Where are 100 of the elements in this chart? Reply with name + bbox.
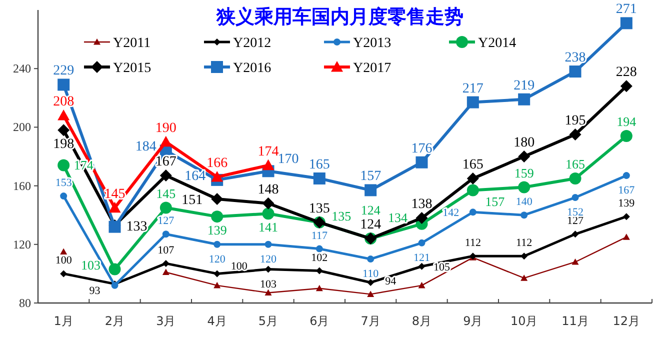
x-tick-label: 1月: [54, 314, 74, 328]
data-label: 180: [514, 136, 535, 150]
point: [108, 202, 121, 213]
data-label: 124: [360, 202, 381, 218]
point: [518, 181, 530, 194]
data-label: 135: [308, 201, 330, 216]
data-label: 135: [332, 208, 352, 224]
point: [60, 270, 68, 278]
point: [569, 128, 582, 141]
point: [367, 278, 374, 286]
y-tick-label: 80: [19, 296, 31, 310]
x-tick-label: 5月: [258, 314, 278, 328]
point: [418, 262, 426, 270]
point: [622, 213, 630, 220]
data-label: 176: [411, 141, 432, 156]
point: [466, 184, 479, 196]
data-label: 217: [462, 81, 484, 96]
data-label: 165: [308, 157, 330, 172]
point: [160, 136, 172, 147]
point: [518, 150, 530, 162]
data-label: 127: [567, 215, 584, 228]
data-label: 103: [260, 278, 277, 290]
point: [160, 170, 172, 182]
point: [214, 240, 221, 248]
y-tick-label: 160: [13, 178, 31, 193]
data-label: 164: [184, 168, 206, 184]
data-label: 166: [206, 156, 228, 172]
data-label: 167: [618, 184, 636, 197]
data-label: 103: [81, 257, 100, 272]
data-label: 100: [55, 254, 72, 267]
y-tick-label: 240: [13, 62, 31, 76]
data-label: 139: [618, 198, 636, 210]
point: [620, 17, 632, 30]
point: [58, 109, 70, 120]
data-label: 165: [462, 157, 484, 172]
point: [520, 212, 528, 219]
point: [520, 252, 528, 260]
data-label: 141: [258, 220, 278, 235]
point: [60, 248, 68, 255]
point: [214, 282, 221, 288]
point: [569, 66, 582, 78]
data-label: 134: [388, 210, 408, 225]
data-label: 124: [360, 218, 382, 233]
data-label: 107: [158, 244, 175, 256]
point: [264, 240, 272, 248]
point: [572, 194, 579, 202]
point: [58, 78, 70, 91]
data-label: 194: [616, 114, 637, 129]
point: [108, 263, 121, 276]
point: [622, 234, 630, 240]
x-tick-label: 6月: [310, 314, 330, 328]
legend-label: Y2012: [233, 36, 272, 51]
point: [162, 260, 170, 267]
point: [211, 192, 224, 205]
point: [572, 230, 579, 238]
y-tick-label: 120: [13, 237, 31, 252]
point: [162, 230, 170, 238]
data-label: 228: [616, 65, 637, 80]
point: [518, 93, 530, 106]
point: [466, 172, 479, 184]
data-label: 219: [514, 78, 535, 94]
x-tick-label: 10月: [510, 314, 538, 328]
legend-label: Y2013: [353, 36, 392, 51]
point: [620, 130, 632, 142]
point: [416, 156, 428, 168]
legend-label: Y2016: [233, 61, 272, 76]
data-label: 139: [207, 222, 227, 238]
point: [262, 197, 274, 210]
data-label: 112: [516, 237, 532, 250]
data-label: 174: [258, 144, 279, 160]
point: [469, 208, 476, 216]
point: [367, 256, 374, 263]
data-label: 138: [411, 197, 432, 212]
x-tick-label: 4月: [207, 314, 227, 328]
data-label: 105: [434, 261, 450, 274]
data-label: 94: [385, 275, 397, 288]
legend-label: Y2015: [113, 61, 152, 76]
data-label: 184: [135, 140, 156, 155]
data-label: 102: [311, 252, 328, 264]
data-label: 157: [485, 194, 506, 210]
data-label: 142: [442, 207, 460, 220]
x-tick-label: 3月: [156, 314, 176, 328]
point: [569, 172, 582, 184]
point: [620, 80, 632, 92]
data-label: 145: [156, 186, 176, 201]
point: [58, 159, 70, 172]
data-label: 238: [564, 50, 586, 66]
data-label: 112: [464, 237, 481, 250]
point: [262, 159, 274, 170]
point: [520, 274, 528, 281]
legend-label: Y2017: [353, 61, 392, 76]
data-label: 195: [564, 114, 586, 129]
data-label: 117: [311, 230, 328, 242]
point: [58, 124, 70, 136]
data-label: 151: [182, 192, 203, 208]
point: [264, 266, 272, 273]
data-label: 148: [258, 182, 279, 198]
data-label: 170: [278, 152, 299, 168]
data-label: 190: [155, 120, 176, 136]
data-label: 153: [55, 177, 72, 190]
